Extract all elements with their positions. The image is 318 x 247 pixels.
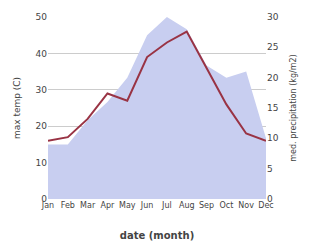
svg-text:30: 30 xyxy=(267,12,279,22)
svg-text:med. precipitation (kg/m2): med. precipitation (kg/m2) xyxy=(289,54,298,161)
svg-text:Apr: Apr xyxy=(101,201,116,210)
svg-text:Jul: Jul xyxy=(161,201,172,210)
svg-text:max temp (C): max temp (C) xyxy=(12,77,22,139)
svg-text:Aug: Aug xyxy=(179,201,195,210)
svg-text:20: 20 xyxy=(36,121,48,131)
svg-text:Dec: Dec xyxy=(258,201,273,210)
svg-text:20: 20 xyxy=(267,73,279,83)
svg-text:Mar: Mar xyxy=(80,201,96,210)
svg-text:0: 0 xyxy=(41,194,47,204)
svg-text:5: 5 xyxy=(267,164,273,174)
svg-text:10: 10 xyxy=(36,158,48,168)
svg-text:date (month): date (month) xyxy=(120,230,194,241)
svg-text:30: 30 xyxy=(36,85,48,95)
svg-text:Oct: Oct xyxy=(219,201,233,210)
svg-text:Jan: Jan xyxy=(41,201,54,210)
svg-text:10: 10 xyxy=(267,133,279,143)
svg-text:15: 15 xyxy=(267,103,278,113)
svg-text:May: May xyxy=(119,201,136,210)
svg-text:Feb: Feb xyxy=(61,201,75,210)
svg-text:40: 40 xyxy=(36,49,48,59)
svg-text:0: 0 xyxy=(267,194,273,204)
svg-text:Sep: Sep xyxy=(199,201,214,210)
svg-text:Nov: Nov xyxy=(238,201,254,210)
svg-text:25: 25 xyxy=(267,42,278,52)
svg-text:50: 50 xyxy=(36,12,48,22)
svg-text:Jun: Jun xyxy=(140,201,154,210)
